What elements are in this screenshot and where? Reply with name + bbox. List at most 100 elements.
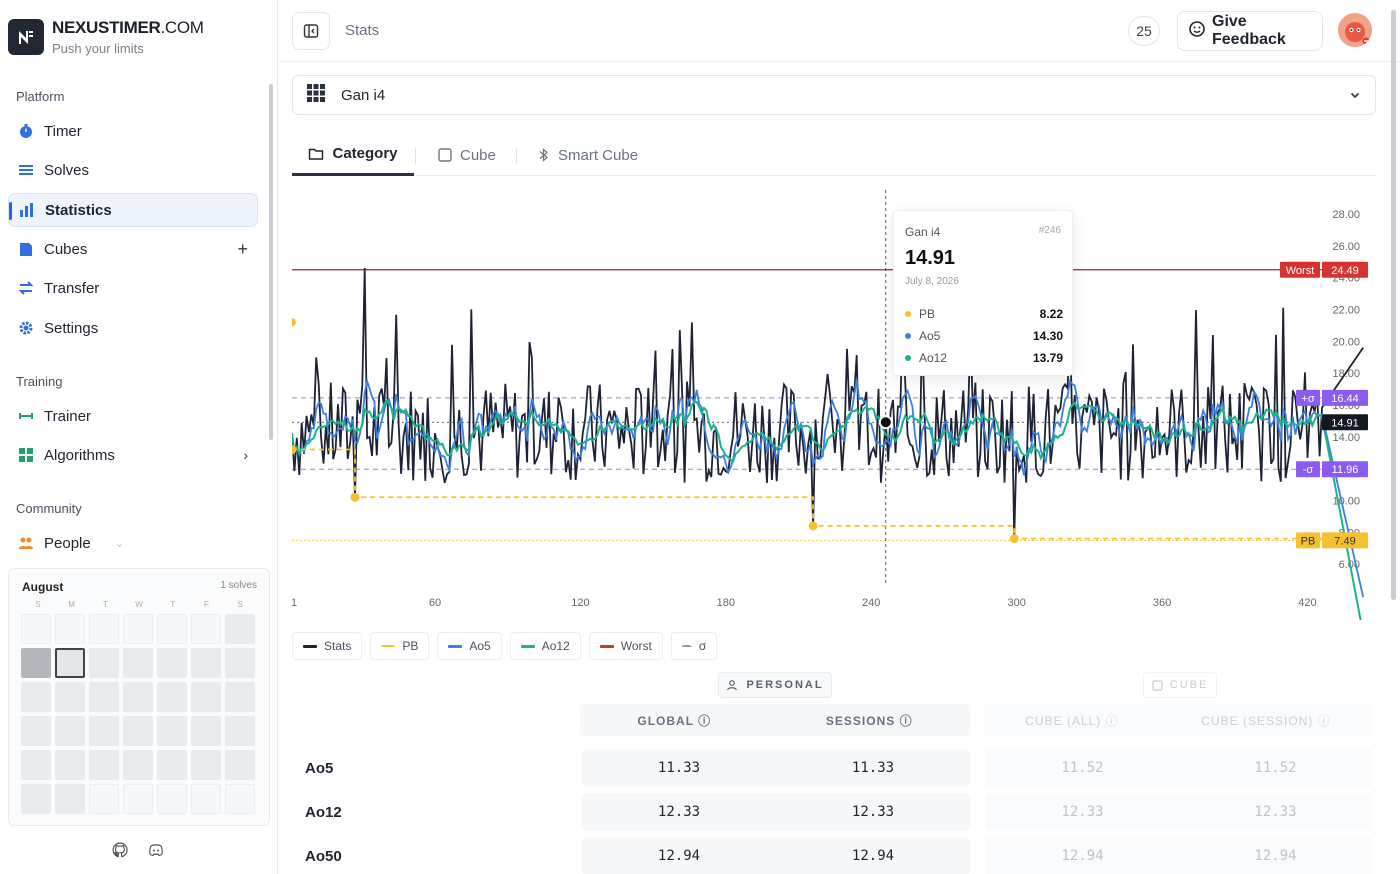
calendar-day[interactable] [21,784,51,814]
sidebar-item-settings[interactable]: Settings [8,311,258,345]
sidebar-item-trainer[interactable]: Trainer [8,399,258,433]
sidebar-item-algorithms[interactable]: Algorithms › [8,438,258,472]
calendar-day[interactable] [21,716,51,746]
avatar[interactable] [1338,13,1372,47]
info-icon: ⓘ [1105,713,1119,728]
legend-worst[interactable]: Worst [588,632,663,660]
tab-cube[interactable]: Cube [438,134,496,176]
y-tick-label: 22.00 [1332,304,1360,316]
table-row: 11.52 11.52 [986,749,1372,787]
cube-select-value: Gan i4 [341,86,386,104]
calendar-day[interactable] [191,682,221,712]
breadcrumb[interactable]: Stats [345,22,380,39]
tab-category[interactable]: Category [292,134,414,176]
segment-cube[interactable]: CUBE [1143,672,1217,698]
calendar-solves-count: 1 solves [220,580,257,591]
calendar-day[interactable] [55,614,85,644]
calendar-day[interactable] [55,716,85,746]
calendar-day[interactable] [21,648,51,678]
calendar-day[interactable] [21,614,51,644]
calendar-day[interactable] [89,614,119,644]
tooltip-row-ao5: Ao5 14.30 [905,329,1063,343]
sidebar-item-people[interactable]: People ⌄ [8,526,258,560]
sidebar-item-solves[interactable]: Solves [8,153,258,187]
calendar-day[interactable] [157,682,187,712]
discord-icon[interactable] [148,842,164,863]
add-cube-icon[interactable]: + [237,238,248,259]
solves-line-chart[interactable]: 28.0026.0024.0022.0020.0018.0016.0014.00… [292,190,1376,620]
calendar-day[interactable] [21,750,51,780]
calendar-day[interactable] [55,682,85,712]
calendar-day[interactable] [55,750,85,780]
calendar-day[interactable] [157,716,187,746]
tab-smart-cube[interactable]: Smart Cube [538,134,638,176]
calendar-day[interactable] [157,750,187,780]
calendar-day[interactable] [89,750,119,780]
main-scrollbar[interactable] [1391,10,1396,600]
calendar-day[interactable] [55,784,85,814]
calendar-day[interactable] [21,682,51,712]
solve-count-badge[interactable]: 25 [1128,16,1160,46]
give-feedback-button[interactable]: Give Feedback [1177,11,1323,51]
calendar-day[interactable] [123,716,153,746]
pb-point [292,444,297,454]
calendar-day[interactable] [191,784,221,814]
row-label-ao5: Ao5 [305,760,334,777]
calendar-day[interactable] [225,716,255,746]
calendar-day[interactable] [225,682,255,712]
calendar-day[interactable] [89,716,119,746]
calendar-day[interactable] [191,648,221,678]
calendar-day[interactable] [123,648,153,678]
calendar-day[interactable] [157,784,187,814]
sidebar-toggle-button[interactable] [292,12,330,50]
chevron-down-icon [1349,88,1361,106]
legend-stats[interactable]: Stats [292,632,363,660]
sidebar-scrollbar[interactable] [269,84,273,440]
calendar-day[interactable] [191,750,221,780]
calendar-day[interactable] [191,614,221,644]
sidebar-item-timer[interactable]: Timer [8,114,258,148]
github-icon[interactable] [112,842,128,863]
minus-sigma-badge-value-bg [1322,461,1368,478]
series-stats-line [292,267,1364,539]
chevron-down-icon[interactable]: ⌄ [114,537,124,550]
calendar-day[interactable] [157,648,187,678]
pb-point [1009,534,1019,544]
calendar-day[interactable] [123,614,153,644]
bluetooth-icon [538,147,550,163]
calendar-day[interactable] [89,682,119,712]
chevron-right-icon[interactable]: › [243,447,248,463]
x-tick-label: 60 [429,597,441,609]
calendar-day[interactable] [191,716,221,746]
section-label-training: Training [16,374,63,389]
calendar-day[interactable] [123,750,153,780]
sidebar-item-cubes[interactable]: Cubes + [8,232,258,266]
dumbbell-icon [18,408,34,424]
sidebar-item-statistics[interactable]: Statistics [8,193,258,227]
calendar-day[interactable] [89,784,119,814]
brand[interactable]: NEXUSTIMER.COM Push your limits [8,18,204,56]
calendar-day[interactable] [225,784,255,814]
minus-sigma-badge-label-bg [1296,461,1320,478]
calendar-day[interactable] [157,614,187,644]
logo-icon [8,19,44,55]
y-tick-label: 20.00 [1332,336,1360,348]
calendar-day[interactable] [225,648,255,678]
legend-pb[interactable]: PB [370,632,430,660]
x-axis: 1 60 120 180 240 300 360 420 [292,597,1317,609]
calendar-day[interactable] [123,682,153,712]
cube-select[interactable]: Gan i4 [292,75,1376,115]
calendar-day[interactable] [55,648,85,678]
calendar-day[interactable] [225,614,255,644]
segment-personal[interactable]: PERSONAL [718,672,832,698]
calendar-day[interactable] [89,648,119,678]
legend-ao12[interactable]: Ao12 [509,632,581,660]
sidebar-item-transfer[interactable]: Transfer [8,271,258,305]
legend-sigma[interactable]: σ [670,632,718,660]
legend-ao5[interactable]: Ao5 [437,632,502,660]
calendar-day[interactable] [123,784,153,814]
plus-sigma-badge-value: 16.44 [1331,393,1359,405]
y-tick-label: 14.00 [1332,432,1360,444]
pb-badge-label: PB [1301,535,1316,547]
calendar-day[interactable] [225,750,255,780]
